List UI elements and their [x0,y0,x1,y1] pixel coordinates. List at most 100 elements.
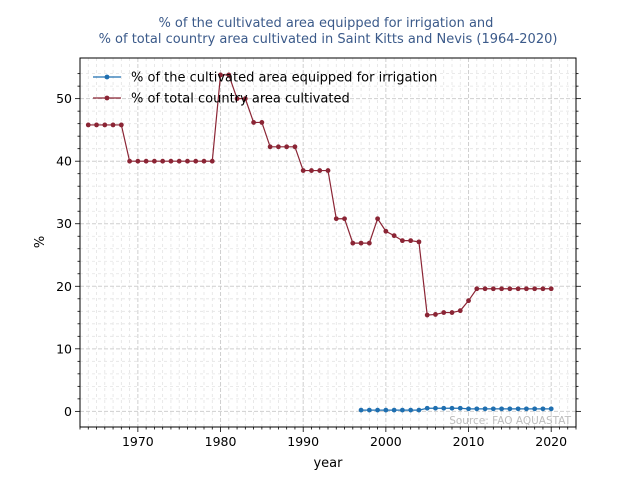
data-point [317,168,323,173]
data-point [507,406,513,412]
data-point [474,406,480,412]
data-point [342,216,347,222]
data-point [408,238,414,244]
legend-label: % of total country area cultivated [131,92,350,107]
data-point [515,286,521,292]
data-point [209,158,215,164]
data-point [284,144,290,150]
data-point [152,158,157,164]
data-point [259,120,265,125]
data-point [466,406,471,412]
data-point [482,406,488,412]
data-point [474,286,480,292]
x-tick-label: 2010 [453,434,485,449]
source-note: Source: FAO AQUASTAT [449,415,571,427]
data-point [234,96,240,102]
data-point [499,406,504,412]
data-point [226,72,232,78]
data-point [185,158,190,164]
data-point [400,238,405,244]
x-tick-label: 2000 [370,434,402,449]
data-point [375,407,380,413]
data-point [127,158,132,164]
data-point [251,120,256,125]
data-point [85,122,91,128]
axis-ticks: 1970 1980 1990 2000 2010 2020 0 10 20 30 40 50 [56,73,581,449]
data-point [499,286,504,292]
data-point [218,72,223,78]
data-point [524,406,529,412]
data-point [532,286,538,292]
y-tick-label: 50 [56,91,72,106]
series-line [361,407,552,411]
data-point [333,216,339,222]
data-point [532,406,538,412]
data-point [391,407,397,413]
data-point [135,158,141,164]
series-line [88,74,552,316]
data-point [449,405,455,411]
data-point [433,312,438,317]
data-point [449,310,455,315]
data-point [408,407,414,413]
series-1 [358,405,554,413]
data-point [201,158,207,164]
legend-label: % of the cultivated area equipped for ir… [131,71,437,86]
data-point [441,310,447,315]
chart-title-line-1: % of the cultivated area equipped for ir… [158,16,493,31]
data-point [457,405,463,411]
data-point [300,168,306,173]
data-point [242,96,248,102]
x-axis-label: year [313,456,343,471]
y-tick-label: 0 [64,404,72,419]
data-point [94,122,99,128]
data-point [350,240,356,246]
data-point [457,308,463,314]
data-point [424,312,430,318]
legend-swatch-marker [104,74,110,80]
data-point [143,158,149,164]
data-point [490,286,496,292]
data-point [400,407,405,413]
data-point [416,407,422,413]
data-point [110,122,116,128]
data-point [366,407,372,413]
data-point [524,286,529,292]
data-point [176,158,182,164]
x-tick-label: 2020 [535,434,567,449]
data-point [160,158,166,164]
data-point [490,406,496,412]
data-point [383,228,389,234]
y-tick-label: 40 [56,154,72,169]
x-tick-label: 1990 [287,434,319,449]
data-point [102,122,108,128]
data-point [168,158,174,164]
chart-title: % of the cultivated area equipped for ir… [99,16,558,47]
legend-item: % of total country area cultivated [93,92,350,107]
data-point [540,286,546,292]
x-tick-label: 1970 [122,434,154,449]
data-point [358,240,364,246]
data-point [118,122,124,128]
data-point [416,239,422,245]
legend-item: % of the cultivated area equipped for ir… [93,71,437,86]
data-point [466,298,471,304]
data-point [424,405,430,411]
series-layer [85,72,554,413]
data-point [193,158,199,164]
x-tick-label: 1980 [205,434,237,449]
y-tick-label: 20 [56,279,72,294]
data-point [441,405,447,411]
data-point [433,405,438,411]
data-point [507,286,513,292]
data-point [276,144,281,150]
data-point [383,407,389,413]
data-point [548,406,554,412]
data-point [267,144,273,150]
data-point [548,286,554,292]
legend: % of the cultivated area equipped for ir… [93,71,437,107]
data-point [391,233,397,239]
data-point [309,168,314,173]
data-point [366,240,372,246]
